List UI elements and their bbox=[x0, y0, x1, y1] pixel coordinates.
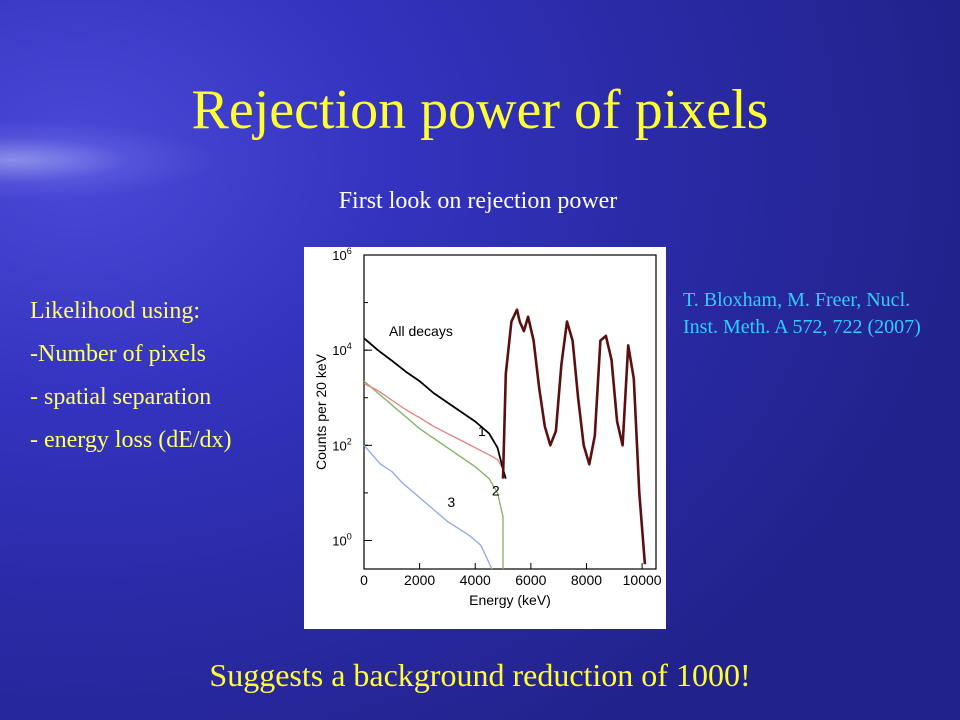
plot-frame bbox=[363, 254, 657, 570]
chart-annotation: 2 bbox=[492, 482, 500, 498]
slide-title: Rejection power of pixels bbox=[191, 79, 769, 141]
y-tick-label: 100 bbox=[332, 531, 351, 548]
series-line-3 bbox=[363, 444, 493, 570]
y-axis-label: Counts per 20 keV bbox=[313, 353, 329, 470]
likelihood-heading: Likelihood using: bbox=[30, 298, 200, 324]
y-tick-label: 106 bbox=[332, 247, 351, 263]
y-tick-label: 104 bbox=[332, 341, 351, 358]
spectrum-figure: 0 2000 4000 6000 8000 10000 100 102 104 106 Energy… bbox=[304, 246, 666, 629]
series-line-2 bbox=[363, 380, 504, 569]
x-tick-label: 0 bbox=[360, 572, 368, 588]
energy-spectrum-chart: 0 2000 4000 6000 8000 10000 100 102 104 106 Energy… bbox=[313, 246, 662, 608]
likelihood-list: Likelihood using: -Number of pixels - sp… bbox=[30, 296, 290, 468]
series-line-1 bbox=[363, 382, 504, 470]
series-line-all-decays bbox=[363, 337, 507, 479]
slide-subtitle: First look on rejection power bbox=[338, 188, 618, 214]
x-tick-label: 6000 bbox=[515, 572, 546, 588]
likelihood-item: - energy loss (dE/dx) bbox=[30, 427, 232, 453]
y-tick-label: 102 bbox=[332, 436, 351, 453]
chart-annotation: All decays bbox=[389, 323, 453, 339]
likelihood-item: - spatial separation bbox=[30, 384, 212, 410]
series-line-total bbox=[501, 308, 647, 565]
x-tick-label: 4000 bbox=[460, 572, 491, 588]
likelihood-item: -Number of pixels bbox=[30, 341, 206, 367]
x-tick-label: 10000 bbox=[623, 572, 662, 588]
reference-citation: T. Bloxham, M. Freer, Nucl. Inst. Meth. … bbox=[683, 289, 921, 338]
x-tick-label: 2000 bbox=[404, 572, 435, 588]
conclusion-text: Suggests a background reduction of 1000! bbox=[209, 657, 751, 693]
chart-annotation: 1 bbox=[478, 423, 486, 439]
x-axis-label: Energy (keV) bbox=[469, 592, 551, 608]
x-tick-label: 8000 bbox=[571, 572, 602, 588]
chart-annotation: 3 bbox=[447, 494, 455, 510]
